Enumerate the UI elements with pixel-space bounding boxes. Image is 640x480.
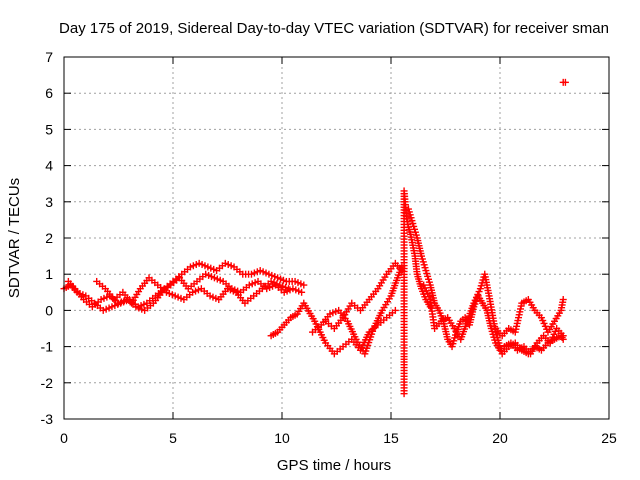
grid-lines [64, 57, 609, 419]
data-points [60, 78, 569, 398]
x-tick-labels: 0 5 10 15 20 25 [60, 430, 617, 446]
y-tick-label: 3 [45, 194, 53, 210]
data-point [285, 285, 293, 293]
y-tick-labels: -3 -2 -1 0 1 2 3 4 5 6 7 [41, 49, 54, 427]
y-axis-label: SDTVAR / TECUs [6, 178, 23, 298]
data-point [298, 288, 306, 296]
y-tick-label: -3 [41, 411, 54, 427]
y-tick-label: 2 [45, 230, 53, 246]
x-tick-label: 5 [169, 430, 177, 446]
data-point [300, 281, 308, 289]
chart-title: Day 175 of 2019, Sidereal Day-to-day VTE… [59, 20, 609, 37]
data-point [391, 306, 399, 314]
x-tick-label: 0 [60, 430, 68, 446]
x-tick-label: 20 [492, 430, 508, 446]
y-tick-label: 7 [45, 49, 53, 65]
x-axis-label: GPS time / hours [277, 457, 391, 474]
y-tick-label: 4 [45, 158, 53, 174]
y-tick-label: -1 [41, 339, 54, 355]
x-tick-label: 15 [383, 430, 399, 446]
y-tick-label: 5 [45, 121, 53, 137]
data-point [561, 78, 569, 86]
y-tick-label: 0 [45, 302, 53, 318]
x-tick-label: 10 [274, 430, 290, 446]
data-point [559, 296, 567, 304]
x-tick-label: 25 [601, 430, 617, 446]
y-tick-label: 6 [45, 85, 53, 101]
data-point [559, 332, 567, 340]
y-tick-label: 1 [45, 266, 53, 282]
axis-ticks [63, 56, 610, 420]
y-tick-label: -2 [41, 375, 54, 391]
